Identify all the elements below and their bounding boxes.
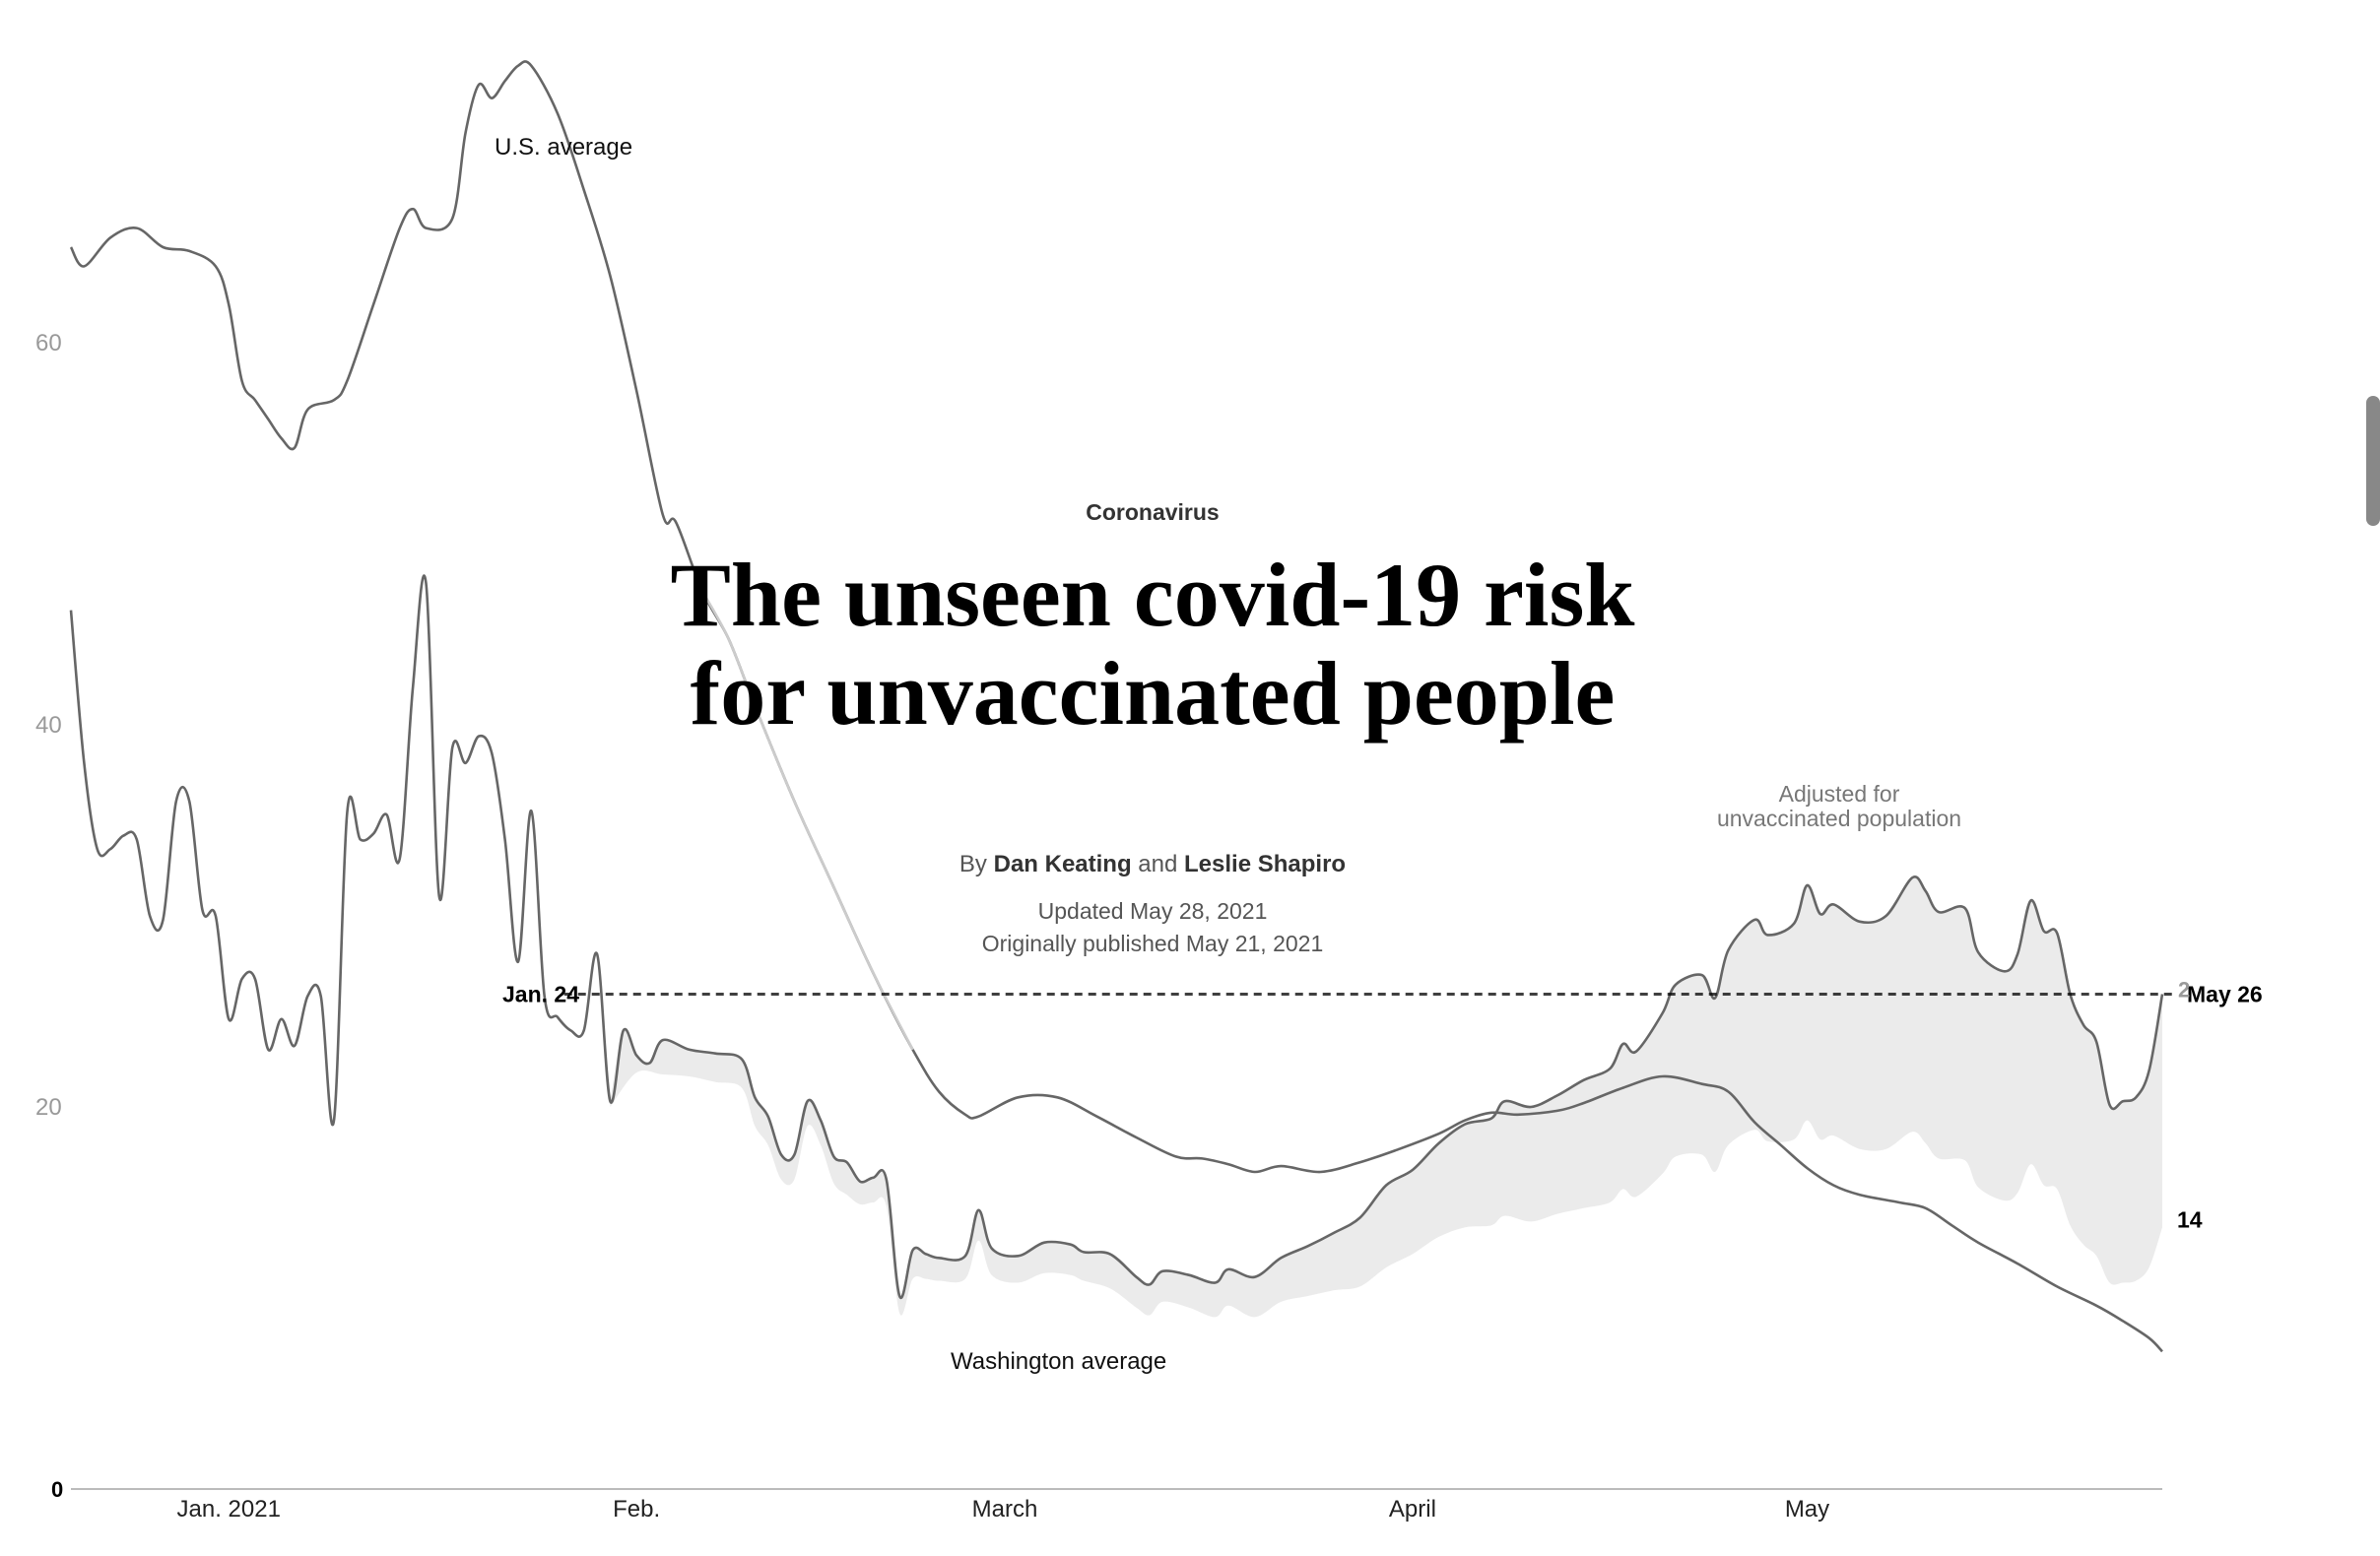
us-average-label: U.S. average (495, 134, 632, 161)
y-tick-label-20: 20 (35, 1094, 62, 1121)
page-scrollbar[interactable] (2366, 396, 2380, 526)
adjusted-label-line-1: Adjusted for (1779, 781, 1900, 807)
adjusted-band (610, 876, 2162, 1318)
x-tick-label-march: March (972, 1496, 1038, 1523)
jan-24-label: Jan. 24 (502, 982, 579, 1007)
y-tick-label-40: 40 (35, 712, 62, 739)
y-tick-label-60: 60 (35, 330, 62, 357)
us-average-faded-segment (700, 590, 914, 1051)
x-tick-label-april: April (1389, 1496, 1436, 1523)
us-average-line (69, 60, 2163, 1353)
x-tick-label-jan-2021: Jan. 2021 (177, 1496, 281, 1523)
washington-average-label: Washington average (951, 1348, 1166, 1375)
x-tick-label-feb-: Feb. (613, 1496, 660, 1523)
adjusted-end-value: 14 (2177, 1206, 2203, 1232)
may-26-label: May 26 (2187, 982, 2263, 1007)
adjusted-label-line-2: unvaccinated population (1717, 806, 1961, 831)
y-tick-label-0: 0 (51, 1477, 63, 1502)
x-tick-label-may: May (1785, 1496, 1829, 1523)
washington-average-line (69, 574, 2164, 1300)
current-value-partial: 2 (2178, 978, 2190, 1003)
